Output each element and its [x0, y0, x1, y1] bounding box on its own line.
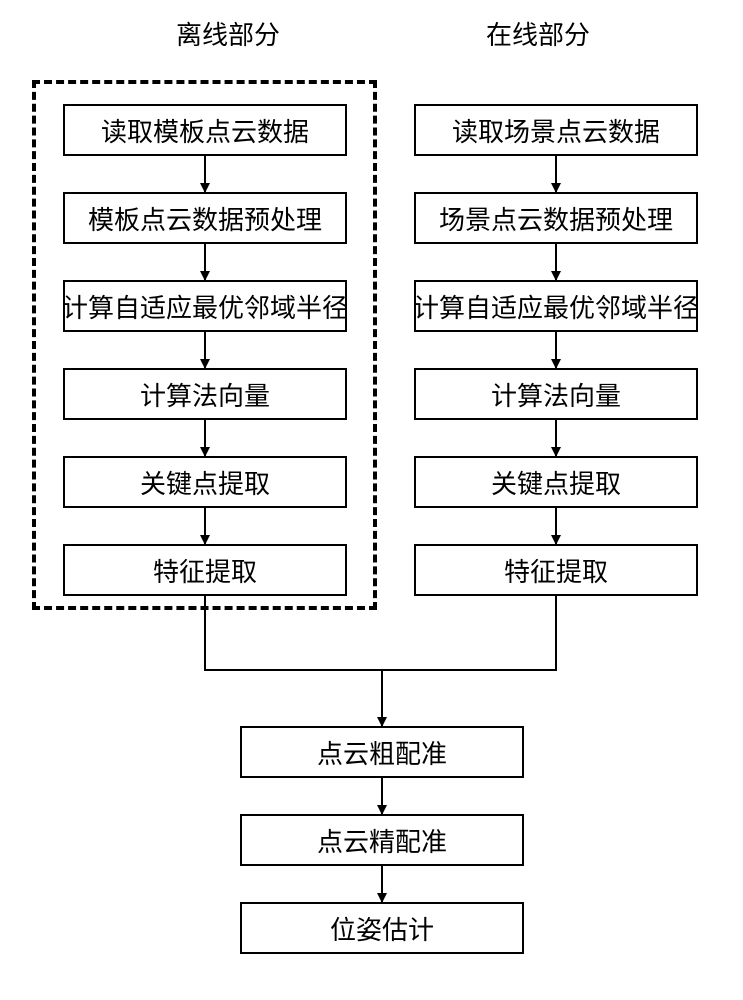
arrows-layer [0, 0, 743, 1000]
diagram-canvas: 离线部分 在线部分 读取模板点云数据 模板点云数据预处理 计算自适应最优邻域半径… [0, 0, 743, 1000]
